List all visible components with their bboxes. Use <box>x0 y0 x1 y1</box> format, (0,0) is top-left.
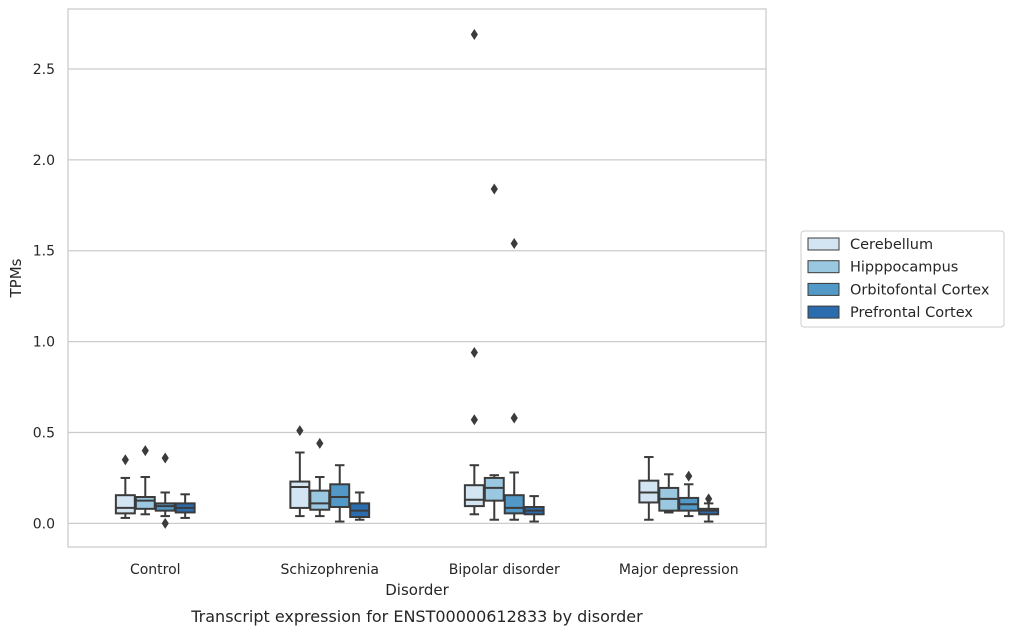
legend-swatch <box>807 282 840 296</box>
y-tick-label: 0.0 <box>33 516 55 532</box>
outlier-point <box>470 414 478 426</box>
outlier-point <box>121 454 129 466</box>
legend-label: Cerebellum <box>850 237 933 253</box>
outlier-point <box>510 237 518 249</box>
y-tick-label: 0.5 <box>33 425 55 441</box>
box-prefrontal-cortex <box>174 493 196 519</box>
legend-swatch <box>807 305 840 319</box>
box-iqr <box>463 484 485 508</box>
x-tick-label: Schizophrenia <box>281 562 379 578</box>
box-hipppocampus <box>658 473 680 514</box>
box-iqr <box>114 494 136 515</box>
outlier-point <box>141 445 149 457</box>
box-hipppocampus <box>483 183 505 521</box>
y-tick-label: 2.0 <box>33 153 55 169</box>
outlier-point <box>470 347 478 359</box>
box-orbitofontal-cortex <box>329 464 351 523</box>
box-iqr <box>483 476 505 502</box>
outlier-point <box>316 437 324 449</box>
box-prefrontal-cortex <box>523 495 545 523</box>
outlier-point <box>161 517 169 529</box>
plot-area <box>67 8 767 548</box>
x-tick-label: Control <box>130 562 181 578</box>
y-tick-label: 1.5 <box>33 244 55 260</box>
outlier-point <box>510 412 518 424</box>
outlier-point <box>705 493 713 505</box>
x-tick-label: Major depression <box>619 562 739 578</box>
legend-swatch <box>807 260 840 274</box>
legend-label: Orbitofontal Cortex <box>850 282 990 298</box>
box-cerebellum <box>114 454 136 519</box>
x-axis-label: Disorder <box>385 581 449 599</box>
outlier-point <box>470 28 478 40</box>
box-orbitofontal-cortex <box>154 452 176 529</box>
box-prefrontal-cortex <box>349 491 371 521</box>
box-iqr <box>134 496 156 510</box>
grid-lines <box>68 68 766 524</box>
chart-caption: Transcript expression for ENST0000061283… <box>190 607 643 626</box>
x-tick-label: Bipolar disorder <box>449 562 560 578</box>
x-tick-labels: Control Schizophrenia Bipolar disorder Majo… <box>130 562 739 578</box>
y-tick-label: 1.0 <box>33 335 55 351</box>
legend-frame <box>800 230 1005 328</box>
legend-swatch <box>807 237 840 251</box>
box-iqr <box>309 489 331 511</box>
y-tick-labels: 0.0 0.5 1.0 1.5 2.0 2.5 <box>33 62 55 532</box>
outlier-point <box>161 452 169 464</box>
outlier-point <box>490 183 498 195</box>
boxes <box>114 28 720 529</box>
legend-label: Prefrontal Cortex <box>850 305 973 321</box>
box-prefrontal-cortex <box>698 493 720 523</box>
box-iqr <box>503 494 525 515</box>
legend-label: Hipppocampus <box>850 260 958 276</box>
box-orbitofontal-cortex <box>678 470 700 518</box>
box-iqr <box>329 483 351 509</box>
outlier-point <box>296 425 304 437</box>
outlier-point <box>685 470 693 482</box>
y-axis-label: TPMs <box>7 258 25 298</box>
box-orbitofontal-cortex <box>503 237 525 521</box>
y-tick-label: 2.5 <box>33 62 55 78</box>
legend: Cerebellum Hipppocampus Orbitofontal Corte… <box>800 230 1005 328</box>
box-iqr <box>289 480 311 509</box>
